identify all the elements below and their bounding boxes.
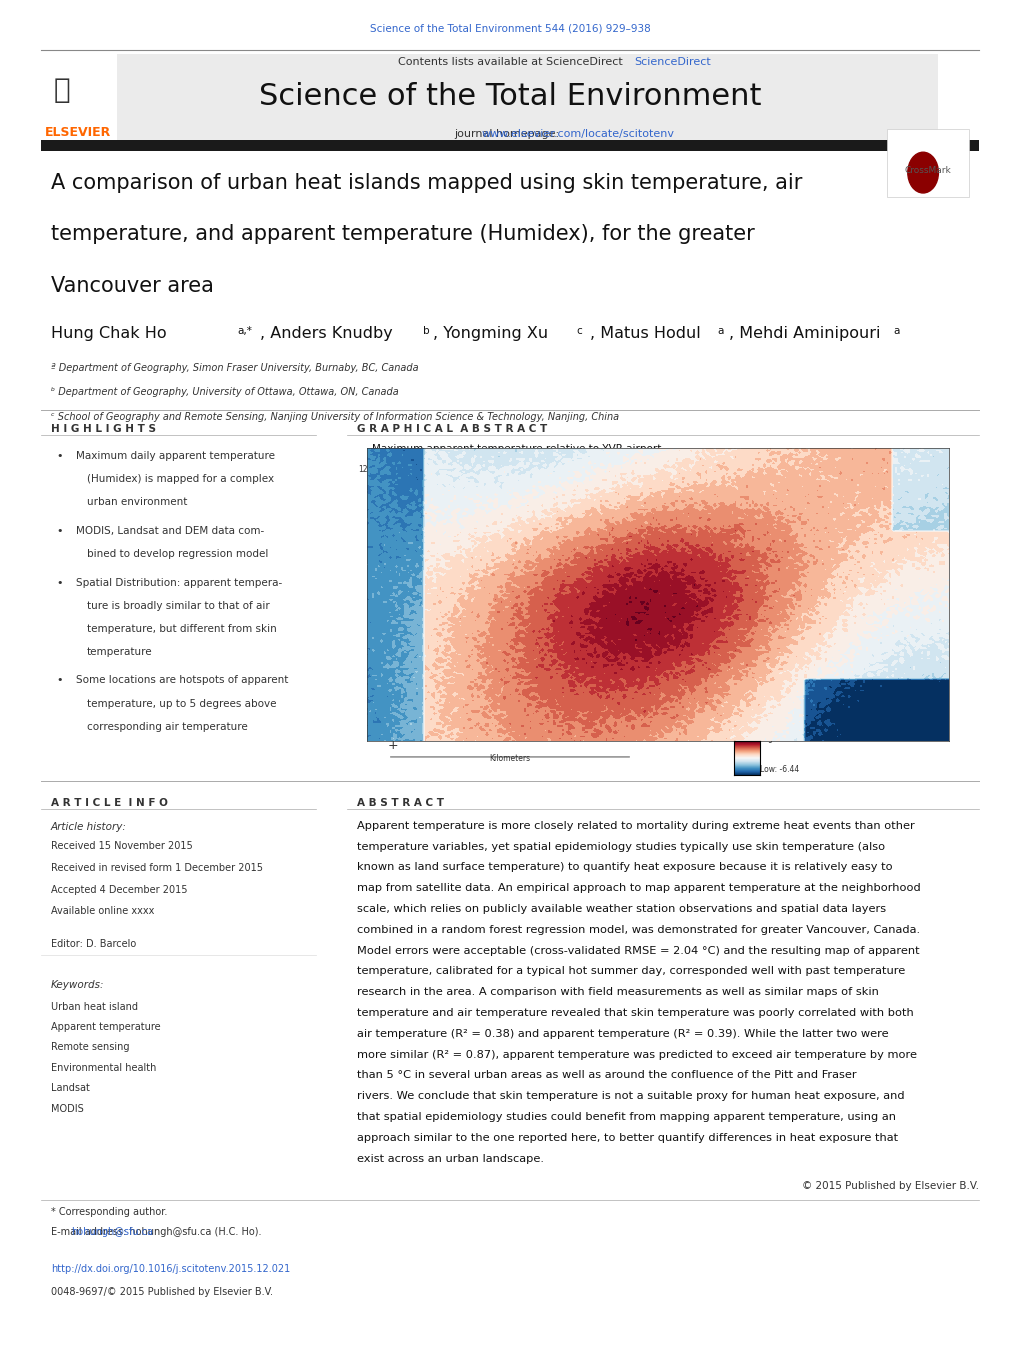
Text: Model errors were acceptable (cross-validated RMSE = 2.04 °C) and the resulting : Model errors were acceptable (cross-vali… <box>357 946 919 955</box>
Text: ᶜ School of Geography and Remote Sensing, Nanjing University of Information Scie: ᶜ School of Geography and Remote Sensing… <box>51 412 619 421</box>
Text: 121±30'0"W: 121±30'0"W <box>816 465 865 474</box>
Text: 122±50'0"W: 122±50'0"W <box>449 465 498 474</box>
Text: , Anders Knudby: , Anders Knudby <box>260 326 397 341</box>
Text: Article history:: Article history: <box>51 822 126 832</box>
Text: 0048-9697/© 2015 Published by Elsevier B.V.: 0048-9697/© 2015 Published by Elsevier B… <box>51 1287 273 1296</box>
Text: E-mail address: hohungh@sfu.ca (H.C. Ho).: E-mail address: hohungh@sfu.ca (H.C. Ho)… <box>51 1227 261 1237</box>
Text: A B S T R A C T: A B S T R A C T <box>357 798 443 807</box>
Bar <box>41 54 117 143</box>
Text: Science of the Total Environment: Science of the Total Environment <box>259 82 760 110</box>
Text: ª Department of Geography, Simon Fraser University, Burnaby, BC, Canada: ª Department of Geography, Simon Fraser … <box>51 363 418 372</box>
Text: a: a <box>893 326 899 336</box>
Text: more similar (R² = 0.87), apparent temperature was predicted to exceed air tempe: more similar (R² = 0.87), apparent tempe… <box>357 1049 916 1060</box>
Text: •: • <box>56 675 62 685</box>
Text: journal homepage:: journal homepage: <box>453 129 566 139</box>
Text: ScienceDirect: ScienceDirect <box>634 57 710 67</box>
Text: approach similar to the one reported here, to better quantify differences in hea: approach similar to the one reported her… <box>357 1132 898 1143</box>
Text: air temperature (R² = 0.38) and apparent temperature (R² = 0.39). While the latt: air temperature (R² = 0.38) and apparent… <box>357 1029 888 1038</box>
Circle shape <box>907 152 937 193</box>
Text: temperature, and apparent temperature (Humidex), for the greater: temperature, and apparent temperature (H… <box>51 224 754 245</box>
Text: MODIS: MODIS <box>51 1104 84 1113</box>
Text: , Mehdi Aminipouri: , Mehdi Aminipouri <box>729 326 886 341</box>
Text: Contents lists available at ScienceDirect: Contents lists available at ScienceDirec… <box>397 57 622 67</box>
Text: Low: -6.44: Low: -6.44 <box>759 765 798 775</box>
Text: research in the area. A comparison with field measurements as well as similar ma: research in the area. A comparison with … <box>357 987 878 998</box>
Text: exist across an urban landscape.: exist across an urban landscape. <box>357 1154 543 1163</box>
Text: Kilometers: Kilometers <box>489 754 530 764</box>
Bar <box>82 54 937 143</box>
Text: scale, which relies on publicly available weather station observations and spati: scale, which relies on publicly availabl… <box>357 904 886 915</box>
Text: +: + <box>387 739 397 753</box>
Bar <box>41 140 978 151</box>
Text: •: • <box>56 526 62 535</box>
Text: Accepted 4 December 2015: Accepted 4 December 2015 <box>51 885 187 894</box>
Text: 122±50'0"W: 122±50'0"W <box>725 465 773 474</box>
Text: temperature, calibrated for a typical hot summer day, corresponded well with pas: temperature, calibrated for a typical ho… <box>357 966 905 976</box>
Text: (Humidex) is mapped for a complex: (Humidex) is mapped for a complex <box>87 474 273 484</box>
Text: temperature and air temperature revealed that skin temperature was poorly correl: temperature and air temperature revealed… <box>357 1008 913 1018</box>
Text: Science of the Total Environment 544 (2016) 929–938: Science of the Total Environment 544 (20… <box>369 23 650 33</box>
Text: combined in a random forest regression model, was demonstrated for greater Vanco: combined in a random forest regression m… <box>357 924 919 935</box>
Text: Maximum apparent temperature relative to YVR airport: Maximum apparent temperature relative to… <box>372 444 661 454</box>
Text: rivers. We conclude that skin temperature is not a suitable proxy for human heat: rivers. We conclude that skin temperatur… <box>357 1091 904 1101</box>
Text: temperature variables, yet spatial epidemiology studies typically use skin tempe: temperature variables, yet spatial epide… <box>357 841 884 852</box>
Text: Environmental health: Environmental health <box>51 1063 156 1072</box>
Text: , Matus Hodul: , Matus Hodul <box>589 326 705 341</box>
Text: corresponding air temperature: corresponding air temperature <box>87 722 248 731</box>
Text: •: • <box>56 451 62 461</box>
Text: temperature, up to 5 degrees above: temperature, up to 5 degrees above <box>87 699 276 708</box>
Text: © 2015 Published by Elsevier B.V.: © 2015 Published by Elsevier B.V. <box>801 1181 978 1190</box>
Text: * Corresponding author.: * Corresponding author. <box>51 1207 167 1216</box>
Text: 🌳: 🌳 <box>54 76 70 105</box>
Text: Apparent temperature is more closely related to mortality during extreme heat ev: Apparent temperature is more closely rel… <box>357 821 914 830</box>
Text: Remote sensing: Remote sensing <box>51 1042 129 1052</box>
Text: 122±10'0"W: 122±10'0"W <box>633 465 682 474</box>
Text: than 5 °C in several urban areas as well as around the confluence of the Pitt an: than 5 °C in several urban areas as well… <box>357 1071 856 1080</box>
Text: Hung Chak Ho: Hung Chak Ho <box>51 326 171 341</box>
Text: CrossMark: CrossMark <box>904 166 951 175</box>
Text: Apparent temperature: Apparent temperature <box>51 1022 160 1031</box>
Text: ELSEVIER: ELSEVIER <box>45 125 111 139</box>
Text: map from satellite data. An empirical approach to map apparent temperature at th: map from satellite data. An empirical ap… <box>357 883 920 893</box>
Text: c: c <box>576 326 582 336</box>
Text: a,*: a,* <box>237 326 253 336</box>
Text: A R T I C L E  I N F O: A R T I C L E I N F O <box>51 798 168 807</box>
Text: H I G H L I G H T S: H I G H L I G H T S <box>51 424 156 434</box>
Text: A comparison of urban heat islands mapped using skin temperature, air: A comparison of urban heat islands mappe… <box>51 173 802 193</box>
Text: 122±10'0"W: 122±10'0"W <box>358 465 407 474</box>
Text: Landsat: Landsat <box>51 1083 90 1093</box>
Text: Urban heat island: Urban heat island <box>51 1002 138 1011</box>
Text: temperature, but different from skin: temperature, but different from skin <box>87 624 276 633</box>
Text: ture is broadly similar to that of air: ture is broadly similar to that of air <box>87 601 269 610</box>
Text: Maximum daily apparent temperature: Maximum daily apparent temperature <box>76 451 275 461</box>
Text: 122±30'0"W: 122±30'0"W <box>541 465 590 474</box>
Text: Available online xxxx: Available online xxxx <box>51 906 154 916</box>
Text: that spatial epidemiology studies could benefit from mapping apparent temperatur: that spatial epidemiology studies could … <box>357 1112 895 1123</box>
Text: Editor: D. Barcelo: Editor: D. Barcelo <box>51 939 137 949</box>
Text: Vancouver area: Vancouver area <box>51 276 214 296</box>
Text: temperature: temperature <box>87 647 152 656</box>
Text: Received in revised form 1 December 2015: Received in revised form 1 December 2015 <box>51 863 263 872</box>
Text: Received 15 November 2015: Received 15 November 2015 <box>51 841 193 851</box>
Text: Keywords:: Keywords: <box>51 980 104 989</box>
Text: MODIS, Landsat and DEM data com-: MODIS, Landsat and DEM data com- <box>76 526 265 535</box>
Text: Some locations are hotspots of apparent: Some locations are hotspots of apparent <box>76 675 288 685</box>
Text: b: b <box>423 326 429 336</box>
Text: High: 6.23: High: 6.23 <box>759 734 799 743</box>
Text: http://dx.doi.org/10.1016/j.scitotenv.2015.12.021: http://dx.doi.org/10.1016/j.scitotenv.20… <box>51 1264 290 1273</box>
Text: urban environment: urban environment <box>87 497 186 507</box>
Text: Temperature: Temperature <box>734 734 787 743</box>
Text: G R A P H I C A L  A B S T R A C T: G R A P H I C A L A B S T R A C T <box>357 424 547 434</box>
Text: known as land surface temperature) to quantify heat exposure because it is relat: known as land surface temperature) to qu… <box>357 863 892 872</box>
Text: www.elsevier.com/locate/scitotenv: www.elsevier.com/locate/scitotenv <box>481 129 675 139</box>
Text: a: a <box>716 326 722 336</box>
Text: Spatial Distribution: apparent tempera-: Spatial Distribution: apparent tempera- <box>76 578 282 587</box>
Text: hohungh@sfu.ca: hohungh@sfu.ca <box>71 1227 153 1237</box>
Text: , Yongming Xu: , Yongming Xu <box>433 326 553 341</box>
Text: ᵇ Department of Geography, University of Ottawa, Ottawa, ON, Canada: ᵇ Department of Geography, University of… <box>51 387 398 397</box>
Text: bined to develop regression model: bined to develop regression model <box>87 549 268 559</box>
Bar <box>887 129 968 197</box>
Text: •: • <box>56 578 62 587</box>
